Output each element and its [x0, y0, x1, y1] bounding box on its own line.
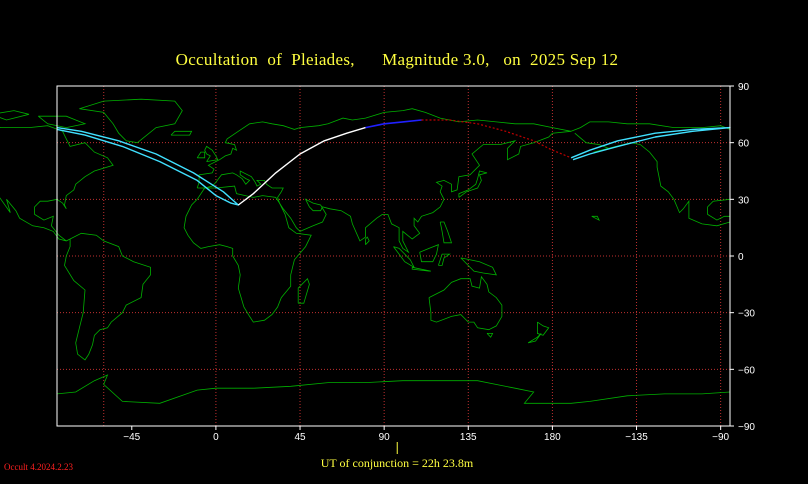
coastline-segment — [0, 110, 30, 121]
coastline-segment — [438, 253, 451, 266]
coastline-segment — [428, 275, 503, 331]
graticule-grid — [57, 86, 730, 426]
coastline-segment — [574, 132, 731, 227]
coastline-segment — [439, 221, 453, 244]
coastline-segment — [365, 236, 370, 245]
software-version-label: Occult 4.2024.2.23 — [4, 462, 73, 472]
x-tick-label: 180 — [544, 432, 561, 443]
occultation-path-night — [237, 126, 366, 206]
coastline-segment — [64, 232, 151, 361]
x-tick-label: 0 — [213, 432, 219, 443]
coastline-segment — [204, 145, 219, 162]
coastline-segment — [38, 115, 87, 129]
y-tick-label: 60 — [738, 139, 750, 150]
x-tick-label: 135 — [460, 432, 477, 443]
coastline-segment — [170, 130, 193, 136]
coastline-segment — [458, 170, 488, 198]
x-tick-label: −45 — [123, 432, 140, 443]
x-tick-label: 45 — [294, 432, 306, 443]
y-tick-label: 90 — [738, 82, 750, 93]
y-tick-label: −30 — [738, 309, 755, 320]
x-tick-label: −90 — [712, 432, 729, 443]
occultation-path-twilight — [365, 119, 422, 129]
coastline-segment — [56, 374, 731, 404]
coastline-segment — [486, 332, 494, 338]
occultation-path-daylight — [421, 119, 572, 159]
coastline-segment — [393, 246, 416, 269]
y-tick-label: −90 — [738, 422, 755, 433]
coastline-segment — [570, 121, 731, 132]
y-tick-label: 0 — [738, 252, 744, 263]
occultation-tracks — [56, 119, 731, 206]
coastline-segment — [196, 108, 572, 254]
axis-ticks: −45 0 45 90 135 180 −135 −90 90 60 30 0 −30 −60 −90 — [123, 82, 755, 443]
coastline-segment — [537, 321, 550, 336]
coastline-segment — [707, 198, 731, 221]
coastline-segment — [0, 125, 114, 242]
x-tick-label: −135 — [625, 432, 648, 443]
coastline-segment — [527, 333, 542, 344]
x-tick-label: 90 — [379, 432, 391, 443]
coastline-segment — [460, 257, 497, 276]
coastline-segment — [419, 244, 439, 263]
coastline-segment — [591, 215, 600, 221]
y-tick-label: −60 — [738, 365, 755, 376]
y-tick-label: 30 — [738, 195, 750, 206]
coastline-segment — [183, 185, 312, 323]
conjunction-time-label: UT of conjunction = 22h 23.8m — [320, 456, 474, 470]
coastline-segment — [297, 277, 310, 304]
map-title: Occultation of Pleiades, Magnitude 3.0, … — [175, 50, 619, 69]
coastline-segment — [79, 98, 183, 144]
coastline-segment — [196, 151, 206, 159]
coastlines — [0, 98, 731, 404]
coastline-segment — [411, 266, 431, 272]
limit-line-west — [56, 126, 240, 206]
